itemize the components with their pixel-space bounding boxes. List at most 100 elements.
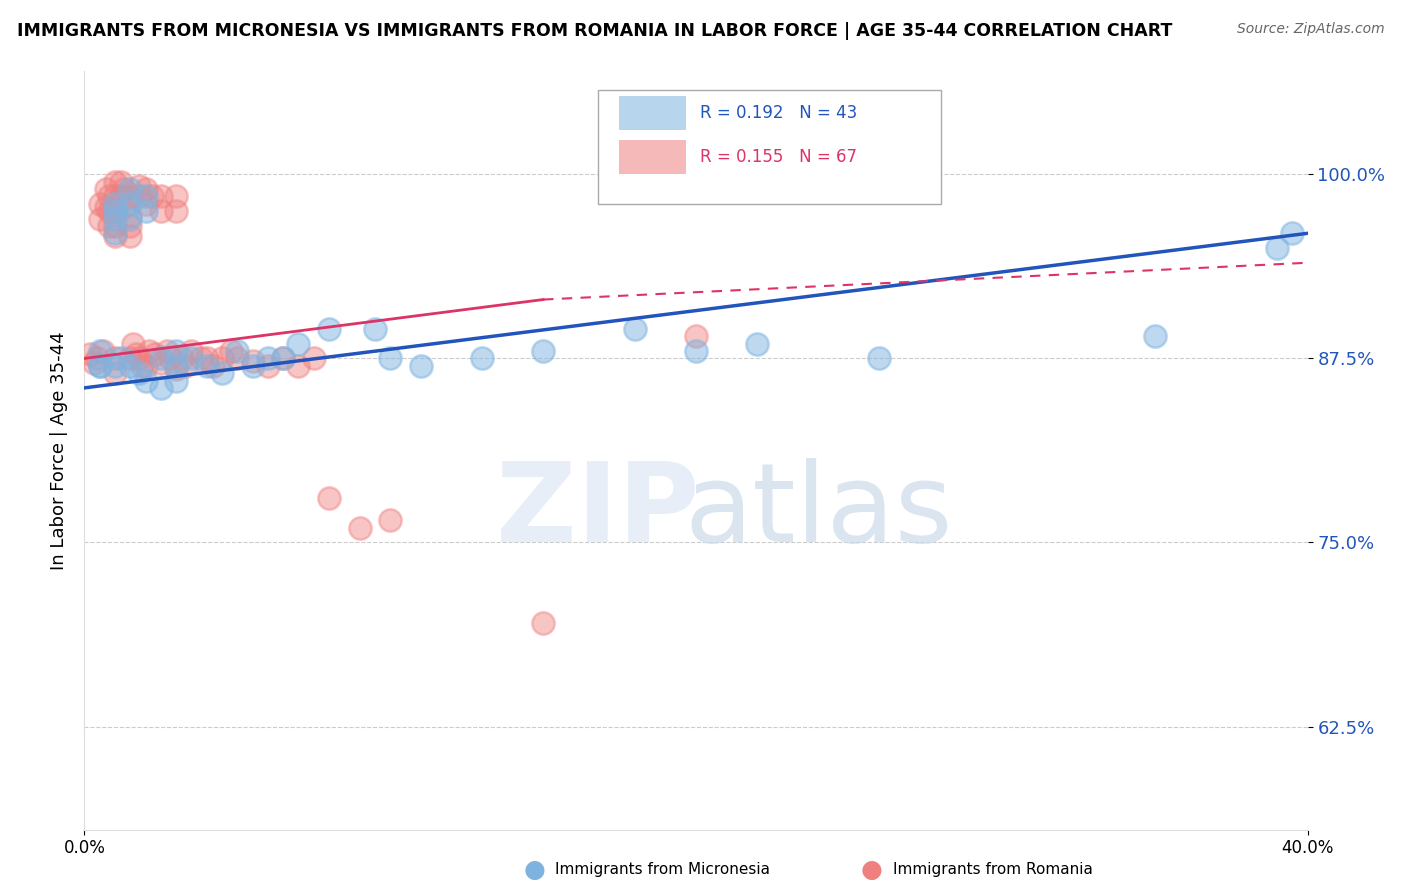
Point xyxy=(165,204,187,219)
Point xyxy=(747,336,769,351)
Text: ●: ● xyxy=(860,858,883,881)
Point xyxy=(201,359,224,373)
Point xyxy=(104,175,127,189)
Point xyxy=(97,219,120,233)
Point xyxy=(89,359,111,373)
Point xyxy=(120,197,142,211)
Text: Immigrants from Romania: Immigrants from Romania xyxy=(893,863,1092,877)
Point xyxy=(110,351,132,366)
Point xyxy=(156,344,179,359)
Point xyxy=(226,344,249,359)
FancyBboxPatch shape xyxy=(598,90,941,204)
Point xyxy=(318,491,340,506)
Point xyxy=(79,347,101,361)
Point xyxy=(180,351,202,366)
Point xyxy=(104,359,127,373)
Point xyxy=(104,229,127,244)
Point xyxy=(86,351,108,366)
Point xyxy=(97,189,120,203)
Point xyxy=(104,351,127,366)
Point xyxy=(89,211,111,226)
Point xyxy=(104,227,127,241)
Point xyxy=(149,381,172,395)
Point xyxy=(112,182,135,196)
Point xyxy=(409,359,432,373)
Point xyxy=(135,189,157,203)
Point xyxy=(242,354,264,368)
Point xyxy=(165,374,187,388)
Point xyxy=(120,219,142,233)
Point xyxy=(211,366,233,380)
Point xyxy=(159,351,181,366)
Point xyxy=(135,204,157,219)
Point xyxy=(257,359,280,373)
Point xyxy=(120,189,142,203)
Point xyxy=(112,200,135,214)
Point xyxy=(131,359,153,373)
Point xyxy=(128,351,150,366)
Point xyxy=(685,344,707,359)
Point xyxy=(104,204,127,219)
Point xyxy=(128,179,150,194)
Point xyxy=(89,197,111,211)
Point xyxy=(104,189,127,203)
Point xyxy=(165,361,187,376)
Point xyxy=(165,344,187,359)
Point xyxy=(120,211,142,226)
Point xyxy=(190,351,212,366)
Point xyxy=(122,336,145,351)
Point xyxy=(101,204,124,219)
Point xyxy=(172,351,194,366)
Y-axis label: In Labor Force | Age 35-44: In Labor Force | Age 35-44 xyxy=(49,331,67,570)
Point xyxy=(120,209,142,223)
Point xyxy=(174,359,197,373)
Point xyxy=(104,204,127,219)
Text: ●: ● xyxy=(523,858,546,881)
Point xyxy=(380,351,402,366)
Point xyxy=(318,322,340,336)
Point xyxy=(149,189,172,203)
Point xyxy=(287,336,309,351)
Point xyxy=(120,359,142,373)
Point xyxy=(287,359,309,373)
Point xyxy=(110,175,132,189)
Point xyxy=(120,229,142,244)
Point xyxy=(135,182,157,196)
Point xyxy=(110,189,132,203)
Point xyxy=(271,351,294,366)
Text: IMMIGRANTS FROM MICRONESIA VS IMMIGRANTS FROM ROMANIA IN LABOR FORCE | AGE 35-44: IMMIGRANTS FROM MICRONESIA VS IMMIGRANTS… xyxy=(17,22,1173,40)
Point xyxy=(685,329,707,343)
Point xyxy=(1143,329,1166,343)
Point xyxy=(120,182,142,196)
Point xyxy=(104,211,127,226)
Point xyxy=(211,351,233,366)
Point xyxy=(83,356,105,370)
Point xyxy=(380,513,402,527)
Point xyxy=(531,616,554,631)
Point xyxy=(91,344,114,359)
Point xyxy=(349,521,371,535)
Point xyxy=(195,359,218,373)
Point xyxy=(226,351,249,366)
Point xyxy=(104,197,127,211)
Text: R = 0.155   N = 67: R = 0.155 N = 67 xyxy=(700,148,856,166)
Point xyxy=(624,322,647,336)
Point xyxy=(135,197,157,211)
Bar xyxy=(619,139,686,174)
Point xyxy=(531,344,554,359)
Point xyxy=(364,322,387,336)
Point xyxy=(271,351,294,366)
Point xyxy=(135,374,157,388)
Point xyxy=(120,351,142,366)
Text: ZIP: ZIP xyxy=(496,458,700,565)
Point xyxy=(104,366,127,380)
Point xyxy=(149,356,172,370)
Point xyxy=(128,189,150,203)
Bar xyxy=(619,96,686,130)
Point xyxy=(135,359,157,373)
Point xyxy=(141,189,163,203)
Point xyxy=(138,344,160,359)
Text: atlas: atlas xyxy=(685,458,952,565)
Text: R = 0.192   N = 43: R = 0.192 N = 43 xyxy=(700,104,856,122)
Point xyxy=(195,351,218,366)
